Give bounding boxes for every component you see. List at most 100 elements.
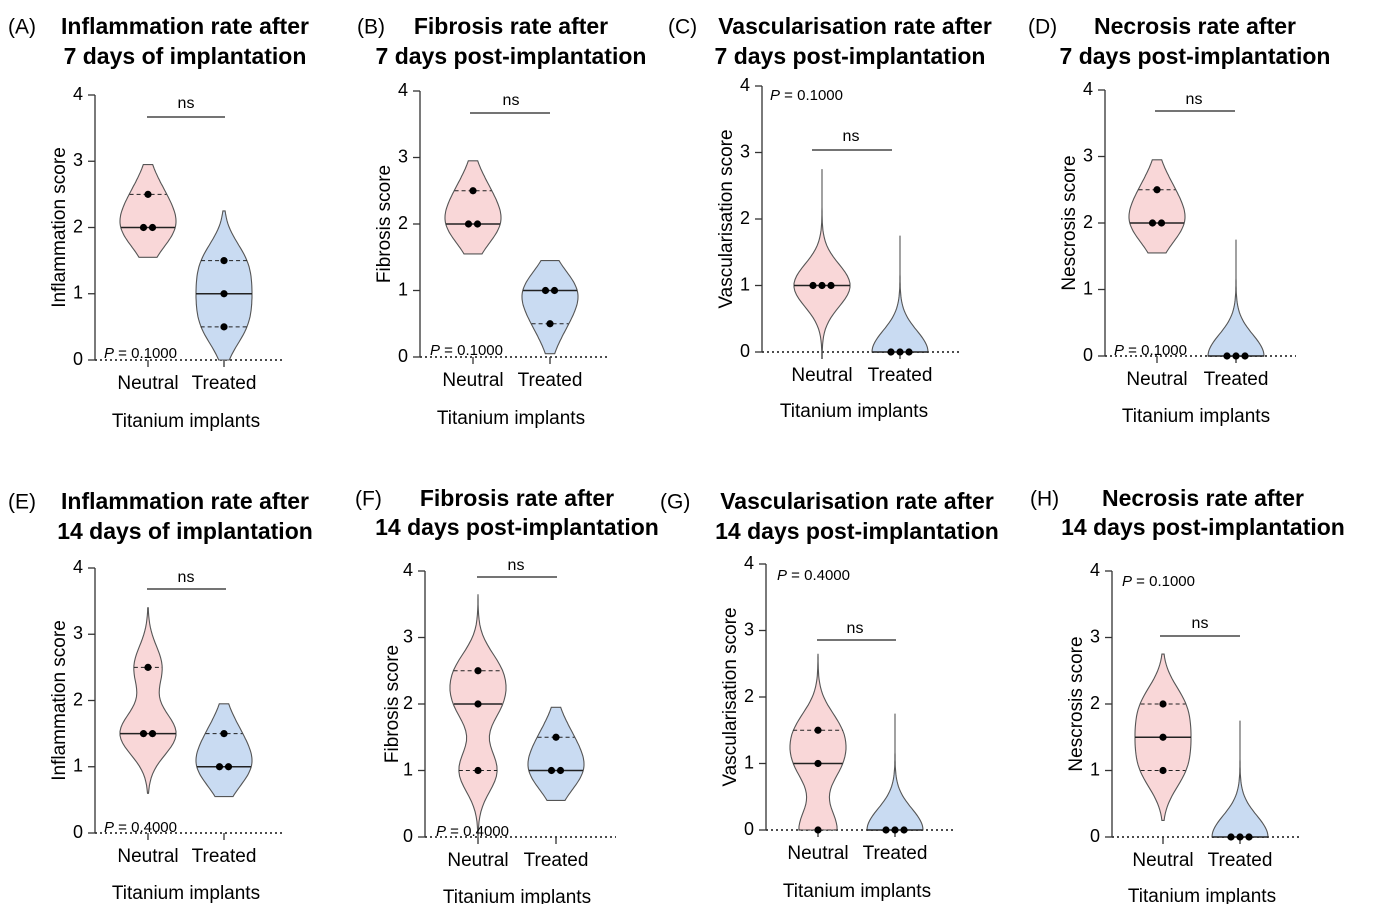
panel-title-line: Inflammation rate after [61, 13, 309, 39]
panel-title-line: 14 days post-implantation [1061, 514, 1345, 540]
y-tick-label: 0 [1090, 826, 1100, 846]
violin-neutral [793, 169, 851, 353]
x-tick-label: Neutral [1132, 850, 1193, 871]
violin-treated [521, 260, 579, 355]
y-tick-label: 0 [403, 826, 413, 846]
panel-title-line: 7 days post-implantation [1060, 43, 1331, 69]
y-tick-label: 2 [1090, 693, 1100, 713]
x-tick-label: Treated [863, 843, 928, 864]
data-point [900, 826, 908, 834]
data-point [1159, 733, 1167, 741]
violin-treated [1211, 720, 1269, 838]
data-point [474, 667, 482, 675]
data-point [1223, 352, 1231, 360]
y-tick-label: 3 [403, 626, 413, 646]
y-tick-label: 2 [403, 693, 413, 713]
x-axis-label: Titanium implants [437, 408, 585, 429]
violin-neutral [789, 653, 847, 831]
data-point [224, 763, 233, 771]
panel-letter: (C) [668, 16, 697, 39]
significance-label: ns [1192, 615, 1209, 632]
y-axis-label: Inflammation score [49, 147, 70, 308]
data-point [1227, 833, 1235, 841]
y-axis-label: Vascularisation score [720, 607, 741, 786]
data-point [144, 663, 152, 671]
data-point [220, 257, 228, 265]
data-point [1157, 219, 1166, 227]
violin-treated [866, 713, 924, 831]
data-point [1232, 352, 1240, 360]
x-tick-label: Neutral [787, 843, 848, 864]
significance-label: ns [847, 620, 864, 637]
data-point [474, 766, 482, 775]
data-point [809, 281, 817, 290]
x-tick-label: Treated [1208, 850, 1273, 871]
y-axis-label: Inflammation score [49, 620, 70, 781]
violin-neutral [444, 160, 502, 255]
panel-d: (D) Necrosis rate after 7 days post-implan… [1028, 13, 1330, 427]
panel-title-line: Inflammation rate after [61, 488, 309, 514]
y-tick-label: 3 [1083, 145, 1093, 165]
y-tick-label: 3 [73, 150, 83, 170]
x-tick-label: Treated [1204, 369, 1269, 390]
x-axis-label: Titanium implants [1122, 406, 1270, 427]
data-point [541, 286, 550, 295]
data-point [556, 766, 565, 775]
panel-title-line: 7 days post-implantation [376, 43, 647, 69]
data-point [220, 323, 228, 331]
y-tick-label: 3 [744, 619, 754, 639]
y-tick-label: 2 [73, 689, 83, 709]
y-tick-label: 4 [398, 80, 408, 100]
data-point [882, 826, 890, 834]
y-axis-label: Fibrosis score [374, 165, 395, 283]
y-tick-label: 4 [1090, 560, 1100, 580]
p-value-label: P = 0.1000 [1122, 573, 1195, 590]
y-axis-label: Nescrosis score [1059, 155, 1080, 290]
panel-b: (B) Fibrosis rate after 7 days post-implan… [357, 13, 646, 429]
violin-treated [195, 210, 253, 361]
panel-title-line: Necrosis rate after [1102, 485, 1304, 511]
data-point [818, 281, 826, 290]
data-point [1236, 833, 1244, 841]
data-point [469, 187, 477, 195]
panel-letter: (G) [660, 491, 690, 514]
y-tick-label: 0 [744, 819, 754, 839]
p-value-label: P = 0.1000 [770, 87, 843, 104]
y-tick-label: 2 [1083, 212, 1093, 232]
x-axis-label: Titanium implants [783, 881, 931, 902]
x-tick-label: Neutral [1126, 369, 1187, 390]
data-point [1241, 352, 1249, 360]
y-tick-label: 2 [740, 208, 750, 228]
x-axis-label: Titanium implants [112, 883, 260, 904]
x-tick-label: Neutral [117, 846, 178, 867]
panel-letter: (D) [1028, 16, 1057, 39]
y-axis-label: Fibrosis score [382, 645, 403, 763]
data-point [220, 730, 228, 738]
data-point [887, 348, 895, 356]
panel-title-line: Vascularisation rate after [718, 13, 992, 39]
x-tick-label: Treated [524, 850, 589, 871]
violin-treated [195, 703, 253, 798]
data-point [139, 730, 148, 738]
y-tick-label: 1 [403, 759, 413, 779]
data-point [144, 190, 152, 198]
x-tick-label: Neutral [447, 850, 508, 871]
y-tick-label: 3 [73, 623, 83, 643]
data-point [473, 220, 482, 228]
p-value-label: P = 0.1000 [430, 342, 503, 359]
data-point [814, 826, 822, 834]
y-tick-label: 1 [73, 283, 83, 303]
y-tick-label: 4 [744, 553, 754, 573]
p-value-label: P = 0.1000 [104, 345, 177, 362]
panel-title-line: 7 days of implantation [64, 43, 307, 69]
violin-treated [1207, 239, 1265, 357]
y-axis-label: Nescrosis score [1066, 636, 1087, 771]
y-tick-label: 4 [403, 560, 413, 580]
y-tick-label: 3 [398, 146, 408, 166]
significance-label: ns [843, 128, 860, 145]
panel-title-line: 14 days post-implantation [375, 514, 659, 540]
significance-label: ns [1186, 91, 1203, 108]
x-tick-label: Neutral [791, 365, 852, 386]
y-tick-label: 1 [744, 752, 754, 772]
